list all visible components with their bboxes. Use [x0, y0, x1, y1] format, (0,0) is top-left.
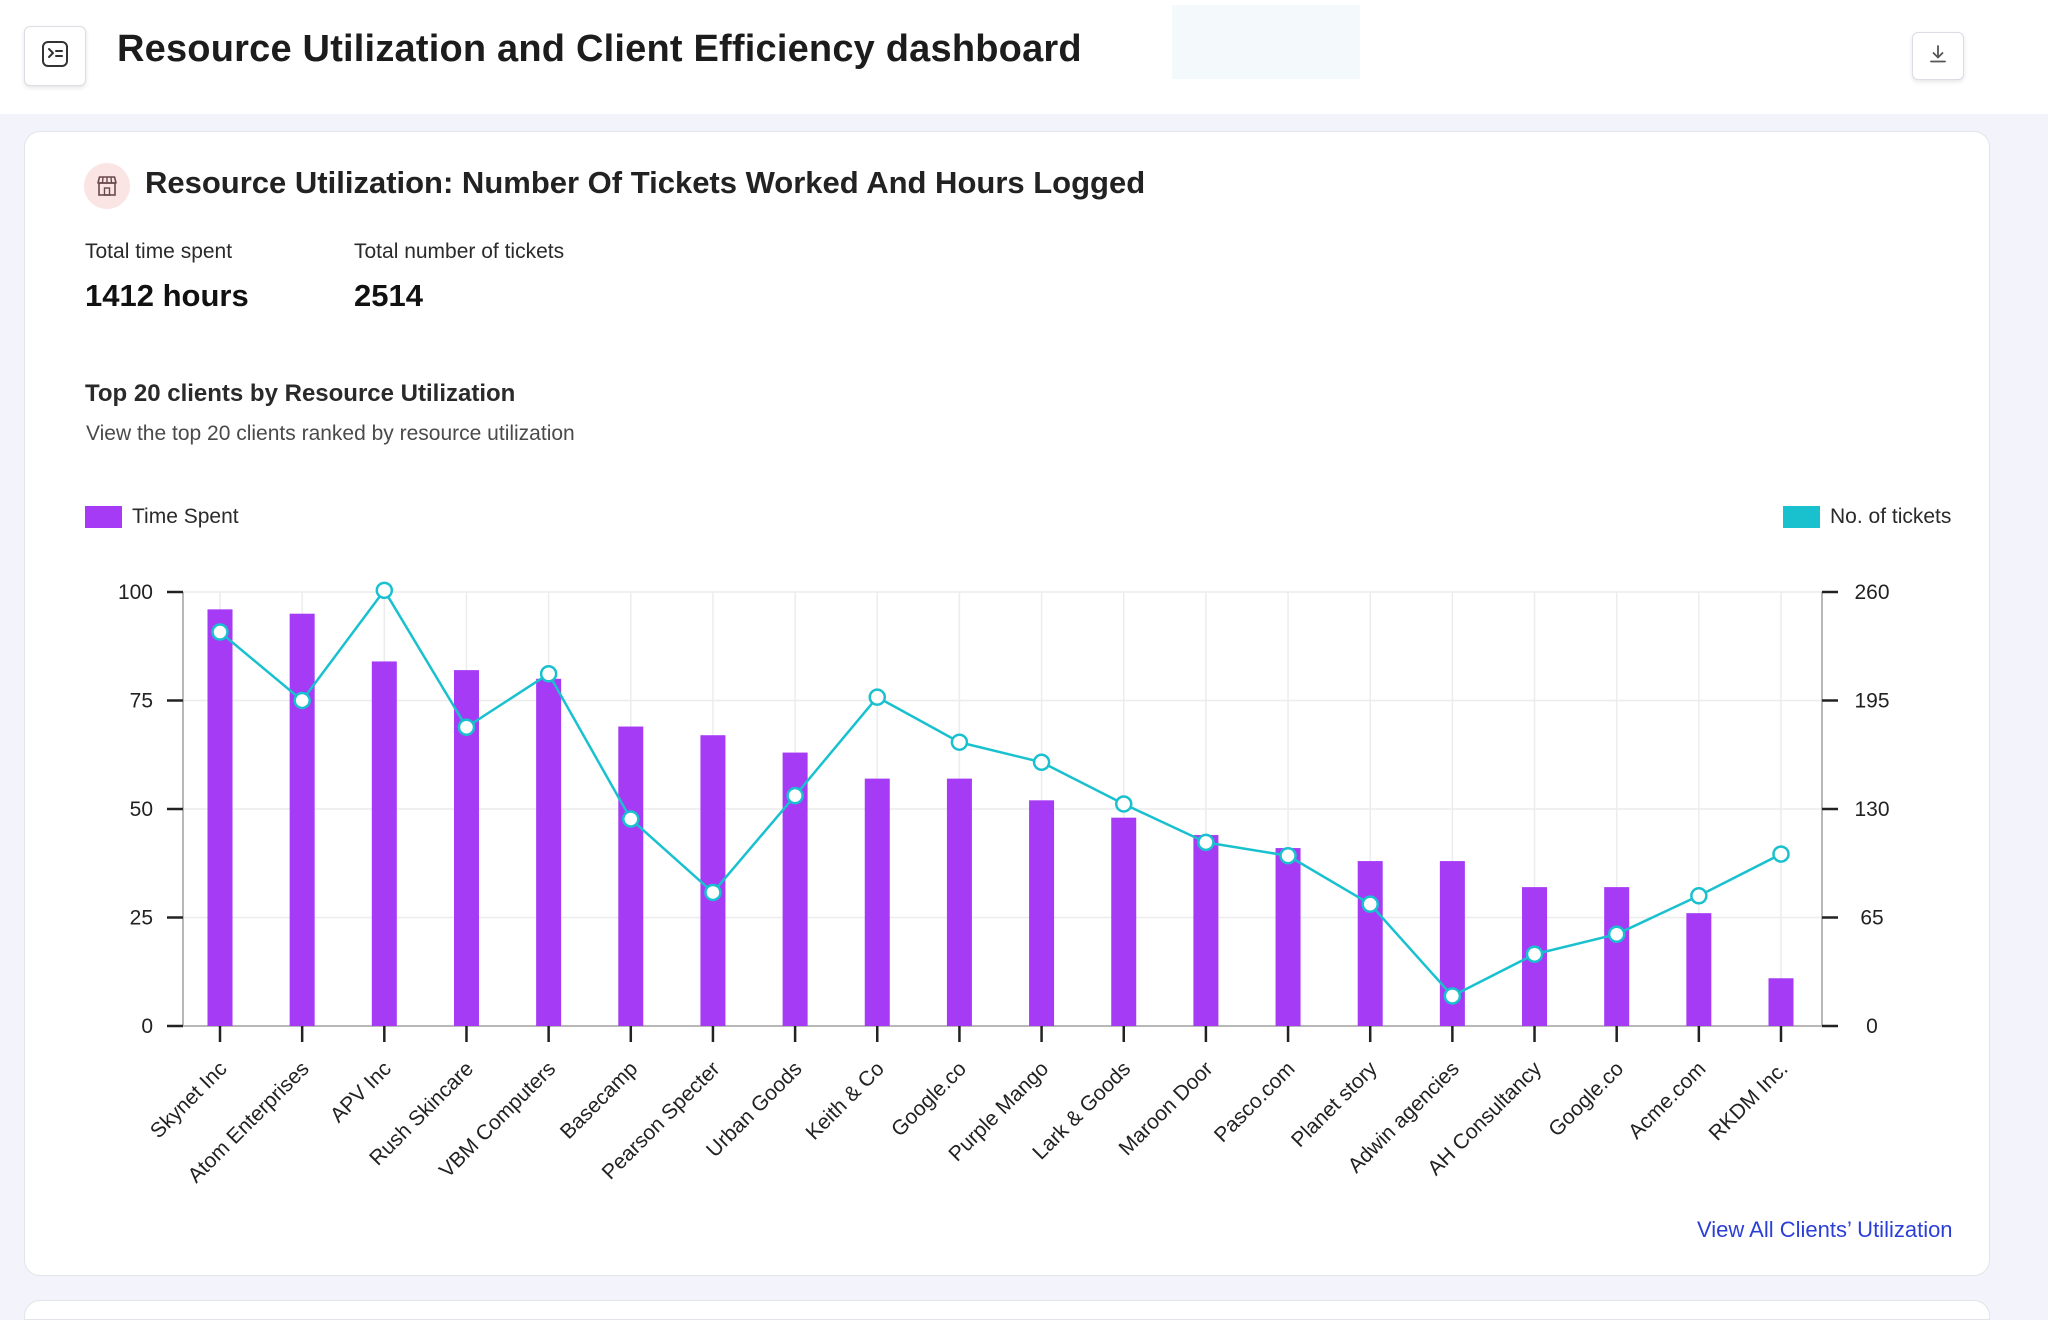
- ticket-point-20: [1772, 845, 1790, 863]
- legend-time-spent: Time Spent: [85, 505, 239, 529]
- section-title: Resource Utilization: Number Of Tickets …: [145, 165, 1146, 200]
- x-tick-label: RKDM Inc.: [1704, 1057, 1792, 1145]
- header-placeholder: [1172, 5, 1360, 79]
- ticket-point-3: [375, 581, 394, 600]
- page-title: Resource Utilization and Client Efficien…: [117, 28, 1082, 70]
- x-tick-label: Basecamp: [556, 1057, 642, 1143]
- total-time-label: Total time spent: [85, 240, 233, 263]
- x-tick-label: Google.co: [887, 1057, 971, 1141]
- storefront-icon: [84, 163, 130, 209]
- ticket-point-16: [1443, 987, 1462, 1005]
- bar-11: [1029, 800, 1055, 1026]
- ticket-point-4: [457, 718, 476, 736]
- ticket-point-19: [1690, 887, 1708, 905]
- bar-19: [1686, 913, 1712, 1026]
- ticket-point-11: [1032, 753, 1051, 772]
- ticket-point-18: [1607, 925, 1626, 943]
- y-right-tick-label: 195: [1854, 690, 1889, 713]
- ticket-point-15: [1361, 895, 1379, 913]
- ticket-point-17: [1525, 945, 1544, 963]
- y-left-tick-label: 25: [130, 907, 153, 930]
- ticket-point-13: [1197, 833, 1215, 852]
- total-tickets-value: 2514: [354, 278, 423, 313]
- top-bar: [0, 0, 2048, 114]
- legend-label-tickets: No. of tickets: [1830, 505, 1952, 528]
- bar-10: [946, 778, 972, 1026]
- chart-subtitle: View the top 20 clients ranked by resour…: [86, 422, 575, 445]
- legend-tickets: No. of tickets: [1783, 505, 1951, 529]
- tickets-line: [219, 589, 1782, 998]
- download-icon: [1927, 43, 1949, 70]
- sidebar-toggle-button[interactable]: [24, 26, 86, 86]
- ticket-point-14: [1279, 846, 1297, 865]
- legend-swatch-tickets: [1783, 506, 1820, 528]
- y-right-tick-label: 0: [1866, 1015, 1878, 1038]
- bar-18: [1604, 887, 1630, 1026]
- y-left-tick-label: 0: [141, 1015, 153, 1038]
- legend-swatch-time-spent: [85, 506, 122, 528]
- x-tick-label: Skynet Inc: [146, 1057, 232, 1143]
- x-tick-label: Google.co: [1544, 1057, 1628, 1141]
- y-right-tick-label: 260: [1854, 581, 1889, 604]
- bar-13: [1193, 835, 1219, 1026]
- bar-3: [371, 661, 397, 1026]
- ticket-point-2: [293, 691, 311, 710]
- ticket-point-6: [622, 810, 640, 828]
- sidebar-toggle-icon: [40, 39, 70, 74]
- next-card: [24, 1300, 1990, 1320]
- bar-15: [1357, 861, 1383, 1026]
- ticket-point-10: [950, 733, 969, 751]
- bar-14: [1275, 848, 1301, 1026]
- x-tick-label: Pasco.com: [1210, 1057, 1300, 1147]
- ticket-point-1: [211, 623, 229, 641]
- resource-utilization-card: [24, 131, 1990, 1276]
- bar-12: [1111, 817, 1137, 1026]
- bar-9: [864, 778, 890, 1026]
- bar-1: [207, 609, 233, 1026]
- bar-6: [618, 726, 644, 1026]
- ticket-point-12: [1114, 795, 1133, 813]
- y-right-tick-label: 65: [1860, 907, 1883, 930]
- legend-label-time-spent: Time Spent: [132, 505, 239, 528]
- total-time-value: 1412 hours: [85, 278, 249, 313]
- total-tickets-label: Total number of tickets: [354, 240, 565, 263]
- bar-7: [700, 735, 726, 1026]
- x-tick-label: Keith & Co: [802, 1057, 889, 1144]
- bar-5: [536, 678, 562, 1026]
- ticket-point-8: [786, 786, 804, 805]
- y-left-tick-label: 50: [130, 798, 153, 821]
- ticket-point-7: [704, 883, 722, 902]
- x-tick-label: APV Inc: [326, 1057, 396, 1127]
- y-left-tick-label: 100: [118, 581, 153, 604]
- x-tick-label: Acme.com: [1624, 1057, 1710, 1143]
- ticket-point-9: [868, 688, 887, 706]
- view-all-clients-link[interactable]: View All Clients’ Utilization: [1697, 1217, 1953, 1242]
- y-right-tick-label: 130: [1854, 798, 1889, 821]
- bar-2: [289, 613, 315, 1026]
- ticket-point-5: [539, 665, 558, 683]
- chart-heading: Top 20 clients by Resource Utilization: [85, 380, 516, 407]
- y-left-tick-label: 75: [130, 690, 153, 713]
- download-button[interactable]: [1912, 32, 1964, 80]
- bar-20: [1768, 978, 1794, 1026]
